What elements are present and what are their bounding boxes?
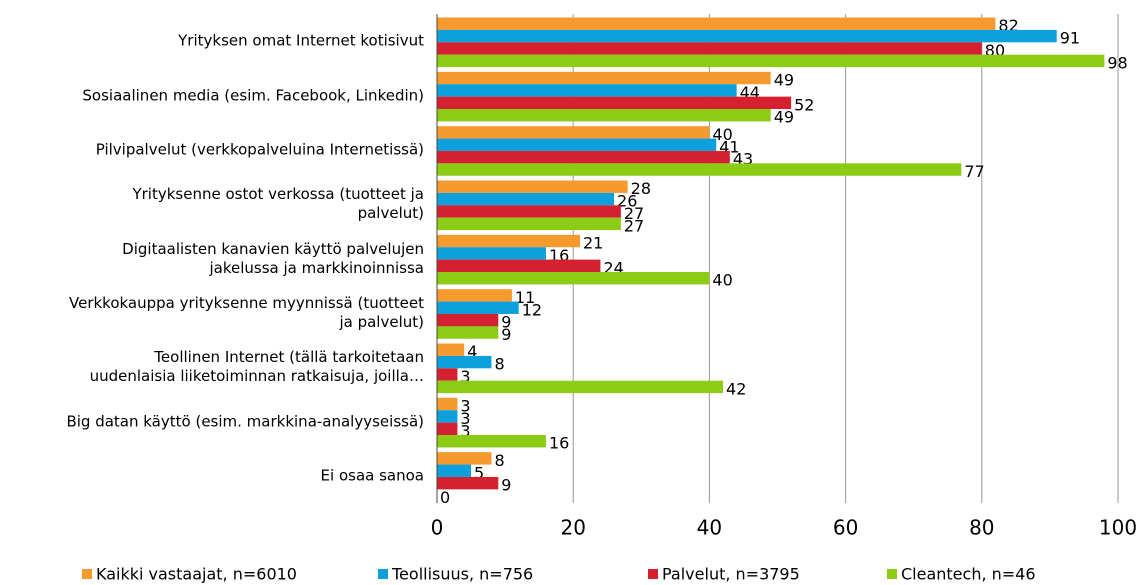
data-label: 3 xyxy=(460,409,470,428)
data-label: 5 xyxy=(474,463,484,482)
bar xyxy=(437,247,546,260)
bar xyxy=(437,452,492,465)
y-tick-label: Yrityksenne ostot verkossa (tuotteet ja … xyxy=(132,185,424,223)
data-label: 40 xyxy=(712,125,732,144)
bar xyxy=(437,192,615,206)
bar xyxy=(437,180,628,193)
bar xyxy=(437,84,737,97)
data-label: 52 xyxy=(794,95,814,114)
data-label: 9 xyxy=(501,313,511,332)
data-label: 27 xyxy=(624,204,644,223)
x-tick-label: 0 xyxy=(431,516,444,540)
data-label: 49 xyxy=(774,71,794,90)
data-label: 3 xyxy=(460,421,470,440)
legend-swatch xyxy=(378,569,388,579)
bar xyxy=(437,272,710,285)
data-label: 4 xyxy=(467,342,477,361)
legend-swatch xyxy=(648,569,658,579)
bar xyxy=(437,42,982,55)
data-label: 28 xyxy=(631,179,651,198)
bar xyxy=(437,301,519,314)
y-tick-label: Big datan käyttö (esim. markkina-analyys… xyxy=(66,412,424,430)
y-tick-label: Teollinen Internet (tällä tarkoitetaan u… xyxy=(89,348,424,386)
bar xyxy=(437,205,621,218)
data-label: 27 xyxy=(624,216,644,235)
x-tick-label: 40 xyxy=(697,516,722,540)
bar xyxy=(437,29,1057,43)
bar xyxy=(437,109,771,122)
bar xyxy=(437,343,465,356)
data-label: 40 xyxy=(712,271,732,290)
data-label: 16 xyxy=(549,434,569,453)
x-tick-label: 100 xyxy=(1099,516,1137,540)
bar xyxy=(437,435,546,448)
bar xyxy=(437,150,730,164)
data-label: 9 xyxy=(501,476,511,495)
x-tick-label: 20 xyxy=(560,516,585,540)
bar xyxy=(437,422,458,436)
bar xyxy=(437,355,492,369)
y-tick-label: Ei osaa sanoa xyxy=(320,466,424,485)
bar xyxy=(437,397,458,411)
legend-label: Cleantech, n=46 xyxy=(901,565,1036,584)
bar xyxy=(437,217,621,231)
data-label: 3 xyxy=(460,367,470,386)
bar xyxy=(437,464,472,477)
bar xyxy=(437,410,458,423)
data-label: 3 xyxy=(460,397,470,416)
x-tick-label: 80 xyxy=(969,516,994,540)
legend-swatch xyxy=(82,569,92,579)
bar xyxy=(437,289,512,302)
bar xyxy=(437,326,499,339)
data-label: 77 xyxy=(964,162,984,181)
y-tick-label: Sosiaalinen media (esim. Facebook, Linke… xyxy=(82,86,424,104)
data-label: 8 xyxy=(494,355,504,374)
legend-label: Palvelut, n=3795 xyxy=(662,565,800,584)
data-label: 26 xyxy=(617,192,637,211)
data-label: 98 xyxy=(1107,53,1127,72)
y-tick-label: Digitaalisten kanavien käyttö palvelujen… xyxy=(122,239,424,277)
data-label: 12 xyxy=(522,300,542,319)
bar xyxy=(437,259,601,273)
data-label: 49 xyxy=(774,108,794,127)
data-label: 21 xyxy=(583,234,603,253)
data-label: 42 xyxy=(726,379,746,398)
bar xyxy=(437,234,581,248)
data-label: 11 xyxy=(515,288,535,307)
data-label: 8 xyxy=(494,451,504,470)
y-tick-label: Pilvipalvelut (verkkopalveluina Internet… xyxy=(95,140,424,159)
bar xyxy=(437,313,499,327)
bar xyxy=(437,54,1105,68)
bar xyxy=(437,368,458,381)
bar xyxy=(437,380,724,394)
bar xyxy=(437,476,499,490)
y-tick-label: Verkkokauppa yrityksenne myynnissä (tuot… xyxy=(69,293,424,331)
data-label: 91 xyxy=(1060,29,1080,48)
bar xyxy=(437,163,962,176)
legend-label: Kaikki vastaajat, n=6010 xyxy=(96,565,297,584)
bar xyxy=(437,71,771,85)
bar xyxy=(437,96,792,110)
bar xyxy=(437,138,717,151)
bar xyxy=(437,126,710,139)
legend-swatch xyxy=(887,569,897,579)
data-label: 0 xyxy=(440,488,450,507)
bar xyxy=(437,17,996,30)
y-tick-label: Yrityksen omat Internet kotisivut xyxy=(178,31,424,50)
legend-label: Teollisuus, n=756 xyxy=(391,565,533,584)
x-tick-label: 60 xyxy=(833,516,858,540)
data-label: 9 xyxy=(501,325,511,344)
